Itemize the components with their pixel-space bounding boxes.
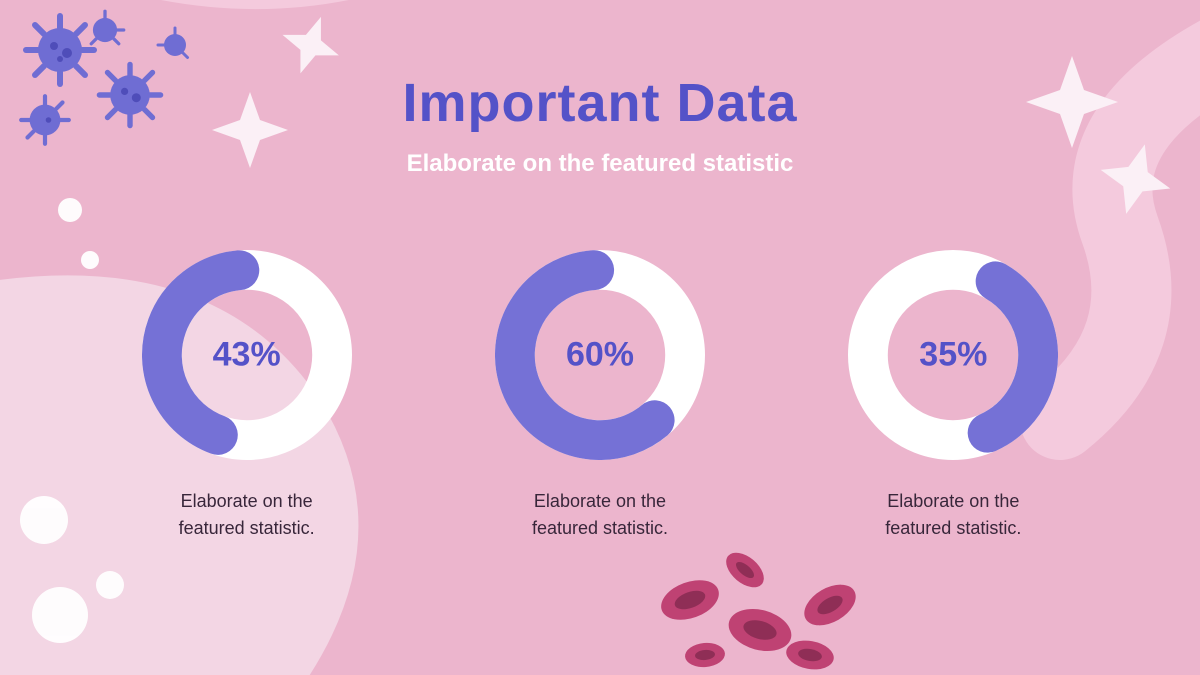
donut-0: 43% Elaborate on the featured statistic. xyxy=(107,250,387,542)
donut-ring: 60% xyxy=(495,250,705,460)
donut-1: 60% Elaborate on the featured statistic. xyxy=(460,250,740,542)
donut-caption: Elaborate on the featured statistic. xyxy=(500,488,700,542)
donut-value: 43% xyxy=(213,336,281,375)
donut-caption: Elaborate on the featured statistic. xyxy=(147,488,347,542)
page-title: Important Data xyxy=(402,72,797,134)
donut-row: 43%Elaborate on the featured statistic. … xyxy=(0,250,1200,542)
donut-caption: Elaborate on the featured statistic. xyxy=(853,488,1053,542)
donut-ring: 35% xyxy=(848,250,1058,460)
page-subtitle: Elaborate on the featured statistic xyxy=(407,150,794,178)
slide-canvas: Important Data Elaborate on the featured… xyxy=(0,0,1200,675)
donut-value: 35% xyxy=(919,336,987,375)
donut-2: 35% Elaborate on the featured statistic. xyxy=(813,250,1093,542)
donut-value: 60% xyxy=(566,336,634,375)
donut-ring: 43% xyxy=(142,250,352,460)
